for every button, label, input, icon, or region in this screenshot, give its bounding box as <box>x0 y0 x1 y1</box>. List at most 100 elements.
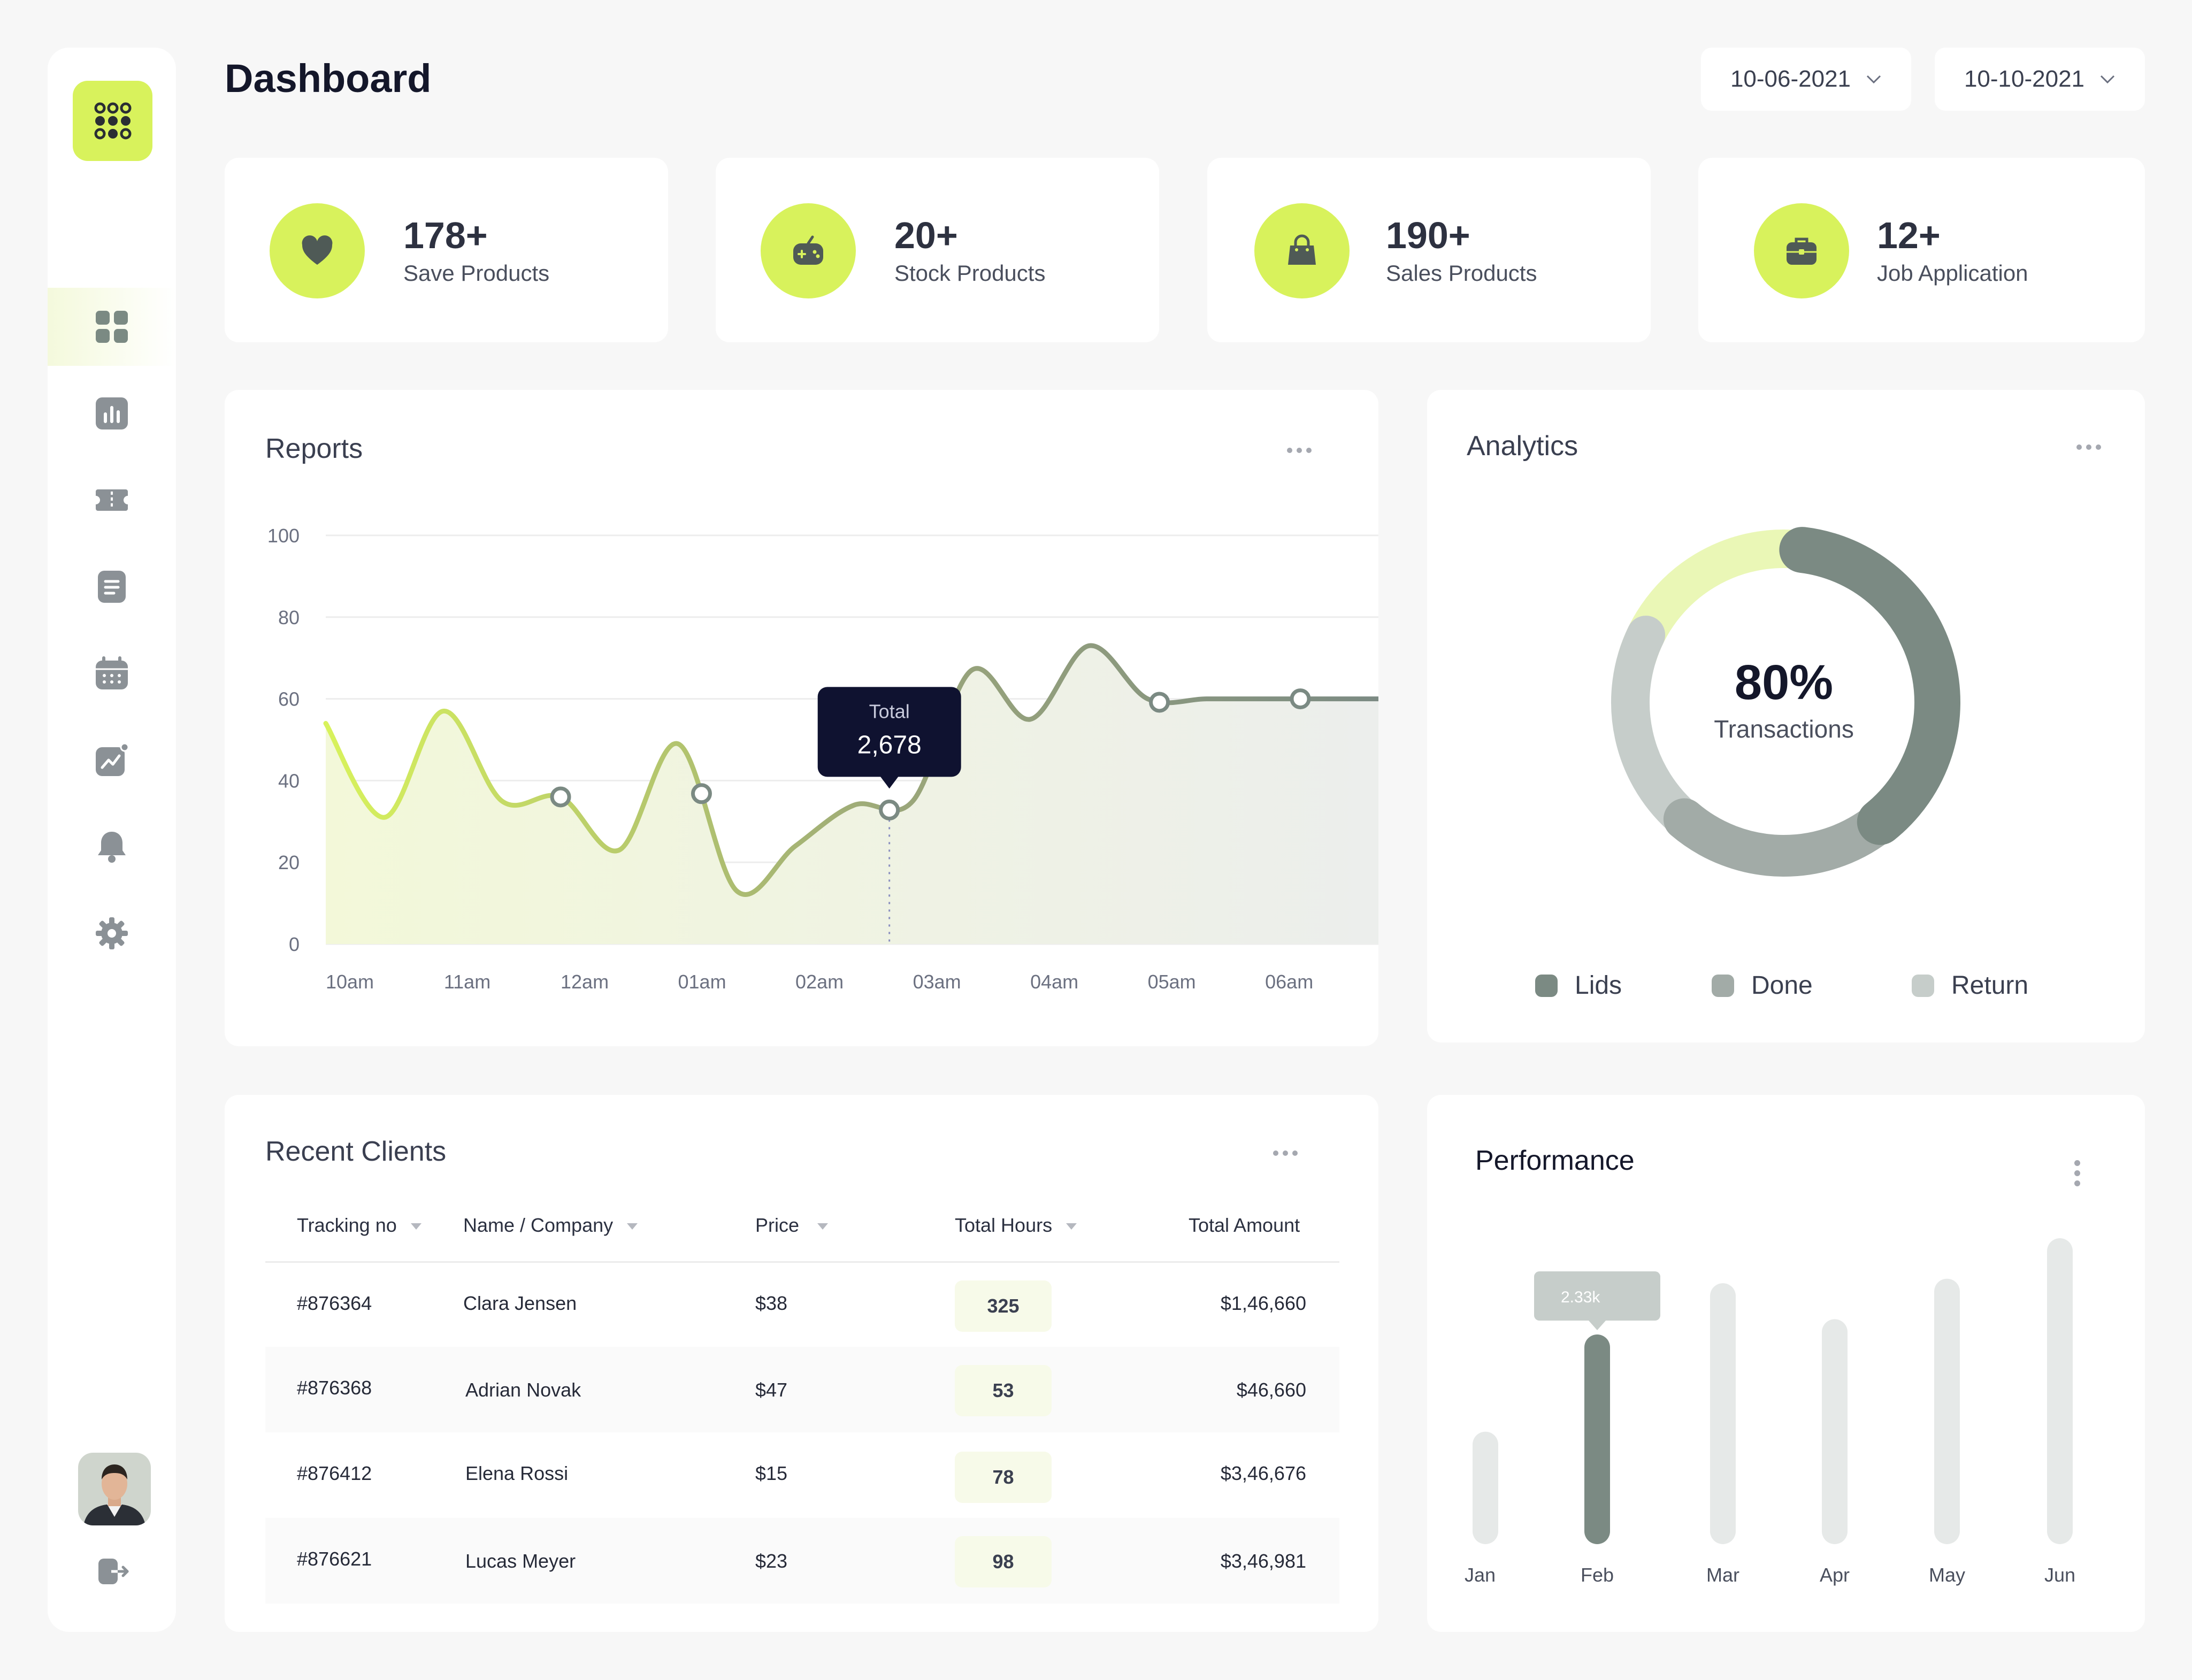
table-header-divider <box>265 1261 1339 1263</box>
column-header-tracking[interactable]: Tracking no <box>297 1214 421 1237</box>
performance-bar-jun[interactable] <box>2047 1238 2073 1544</box>
cell-amount: $3,46,676 <box>1220 1462 1306 1484</box>
heart-icon <box>302 235 333 265</box>
performance-card: Performance <box>1427 1095 2145 1632</box>
donut-segment-done[interactable] <box>1663 798 1904 877</box>
table-row[interactable]: #876621 Lucas Meyer $23 98 $3,46,981 <box>265 1518 1339 1604</box>
nav-notifications[interactable] <box>48 808 176 886</box>
date-from-value: 10-06-2021 <box>1730 66 1851 92</box>
column-header-amount[interactable]: Total Amount <box>1189 1214 1300 1237</box>
bell-icon <box>98 832 126 863</box>
analytics-donut: 80% Transactions <box>1611 527 1960 877</box>
x-tick-label: Mar <box>1706 1564 1739 1586</box>
y-tick-label: 0 <box>289 933 300 955</box>
reports-menu-button[interactable] <box>1287 448 1312 453</box>
tooltip-label: Total <box>869 700 910 722</box>
app-logo[interactable] <box>73 81 152 161</box>
nav-analytics[interactable] <box>48 721 176 799</box>
date-from-select[interactable]: 10-06-2021 <box>1701 48 1911 111</box>
stat-icon-circle <box>270 203 365 298</box>
stat-card-save-products[interactable]: 178+ Save Products <box>225 158 668 342</box>
legend-label: Return <box>1951 971 2029 1000</box>
donut-segment-return[interactable] <box>1611 616 1706 841</box>
logout-icon <box>98 1559 129 1584</box>
performance-chart: Jan Feb Mar Apr May Jun 2.33k <box>1465 1238 2075 1586</box>
table-row[interactable]: #876368 Adrian Novak $47 53 $46,660 <box>265 1347 1339 1432</box>
stat-card-job-application[interactable]: 12+ Job Application <box>1698 158 2145 342</box>
legend-label: Done <box>1751 971 1813 1000</box>
stat-label: Stock Products <box>894 260 1046 286</box>
stat-card-sales-products[interactable]: 190+ Sales Products <box>1207 158 1651 342</box>
reports-marker[interactable] <box>1149 692 1170 713</box>
briefcase-icon <box>1787 237 1817 265</box>
y-tick-label: 20 <box>278 851 300 873</box>
performance-bar-apr[interactable] <box>1822 1319 1848 1544</box>
cell-tracking: #876368 <box>297 1377 372 1399</box>
x-tick-label: 05am <box>1148 971 1196 993</box>
nav-dashboard[interactable] <box>48 288 176 366</box>
stat-icon-circle <box>761 203 856 298</box>
donut-segment-lids[interactable] <box>1779 527 1960 845</box>
performance-menu-button[interactable] <box>2074 1160 2080 1186</box>
y-tick-label: 60 <box>278 688 300 710</box>
column-label: Price <box>755 1214 800 1236</box>
y-tick-label: 80 <box>278 607 300 628</box>
table-row[interactable]: #876412 Elena Rossi $15 78 $3,46,676 <box>265 1432 1339 1518</box>
column-label: Name / Company <box>463 1214 614 1236</box>
performance-bar-may[interactable] <box>1934 1278 1960 1544</box>
reports-marker[interactable] <box>1290 688 1311 710</box>
table-row[interactable]: #876364 Clara Jensen $38 325 $1,46,660 <box>265 1263 1339 1349</box>
avatar[interactable] <box>78 1453 151 1525</box>
document-icon <box>98 571 126 603</box>
ticket-icon <box>96 489 128 511</box>
legend-done: Done <box>1712 971 1813 1000</box>
nav-documents[interactable] <box>48 548 176 626</box>
cell-tracking: #876621 <box>297 1548 372 1570</box>
column-header-price[interactable]: Price <box>755 1214 829 1237</box>
sort-caret-icon <box>410 1223 421 1230</box>
cell-amount: $1,46,660 <box>1220 1292 1306 1314</box>
nav-settings[interactable] <box>48 894 176 972</box>
page-title: Dashboard <box>225 56 432 101</box>
performance-bar-mar[interactable] <box>1710 1283 1736 1544</box>
cell-tracking: #876364 <box>297 1292 372 1314</box>
legend-swatch <box>1535 974 1558 997</box>
analytics-menu-button[interactable] <box>2076 444 2101 450</box>
stat-card-stock-products[interactable]: 20+ Stock Products <box>716 158 1159 342</box>
logout-button[interactable] <box>96 1554 131 1589</box>
performance-bar-feb[interactable] <box>1584 1334 1610 1544</box>
donut-center-value: 80% <box>1735 655 1833 710</box>
cell-price: $23 <box>755 1550 788 1572</box>
shopping-bag-icon <box>1288 234 1316 265</box>
cell-name: Clara Jensen <box>463 1292 577 1314</box>
stat-icon-circle <box>1254 203 1350 298</box>
tooltip-value: 2,678 <box>857 731 922 759</box>
nav-tickets[interactable] <box>48 461 176 539</box>
reports-chart: 0 20 40 60 80 100 10am 11am 12am 01am 02am 03am 04a… <box>267 525 1378 993</box>
x-tick-label: May <box>1929 1564 1965 1586</box>
x-tick-label: Jan <box>1465 1564 1496 1586</box>
performance-bar-jan[interactable] <box>1473 1431 1498 1544</box>
cell-name: Lucas Meyer <box>465 1550 576 1572</box>
reports-marker[interactable] <box>879 799 900 820</box>
clients-menu-button[interactable] <box>1273 1150 1298 1156</box>
avatar-image <box>78 1453 151 1525</box>
dashboard-grid-icon <box>96 311 128 343</box>
logo-icon <box>94 102 131 140</box>
nav-reports[interactable] <box>48 374 176 452</box>
column-label: Tracking no <box>297 1214 397 1236</box>
gear-icon <box>96 917 128 949</box>
column-header-name[interactable]: Name / Company <box>463 1214 638 1237</box>
x-tick-label: 06am <box>1265 971 1313 993</box>
date-to-select[interactable]: 10-10-2021 <box>1935 48 2145 111</box>
column-label: Total Hours <box>955 1214 1053 1236</box>
cell-hours: 325 <box>955 1280 1052 1332</box>
reports-marker[interactable] <box>550 786 571 808</box>
sort-caret-icon <box>627 1223 638 1230</box>
chevron-down-icon <box>1866 75 1881 84</box>
reports-marker[interactable] <box>691 783 712 804</box>
calendar-icon <box>96 656 128 689</box>
column-header-hours[interactable]: Total Hours <box>955 1214 1077 1237</box>
recent-clients-title: Recent Clients <box>265 1136 447 1167</box>
nav-calendar[interactable] <box>48 634 176 712</box>
